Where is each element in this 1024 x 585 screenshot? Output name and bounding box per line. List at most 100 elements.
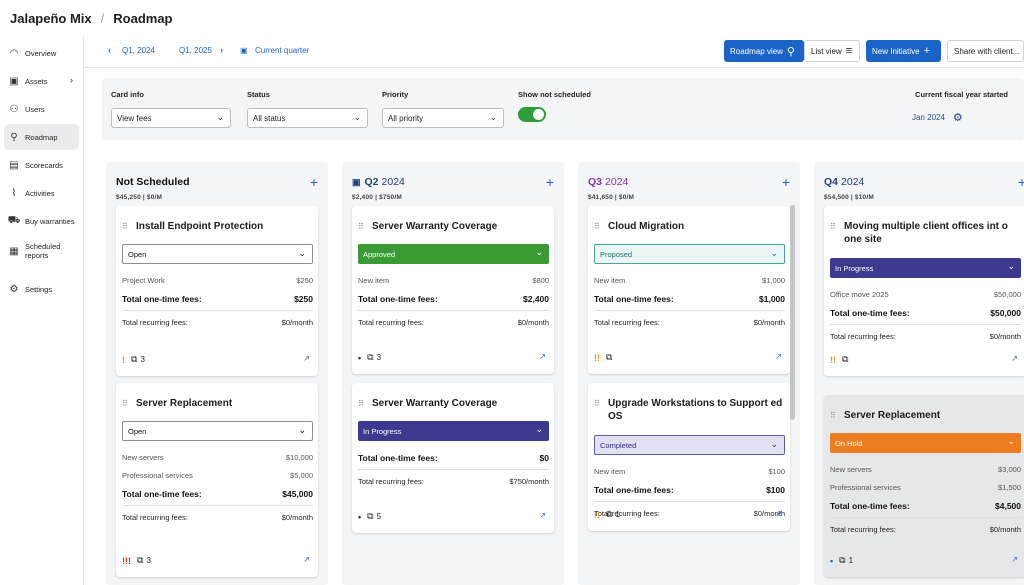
card-title[interactable]: Moving multiple client offices int o one… bbox=[844, 221, 1008, 245]
status-value: Proposed bbox=[600, 249, 633, 259]
drag-handle-icon[interactable]: ⠿ bbox=[830, 411, 836, 420]
fiscal-year-label: Current fiscal year started bbox=[915, 90, 1008, 99]
chevron-left-icon[interactable]: ‹ bbox=[108, 45, 111, 55]
total-recurring-fees: Total recurring fees: $0/month bbox=[122, 513, 313, 522]
external-link-icon[interactable]: ↗ bbox=[1011, 555, 1018, 564]
sidebar-item-users[interactable]: ⚇ Users bbox=[4, 96, 79, 122]
share-with-client-button[interactable]: Share with client... bbox=[947, 40, 1024, 62]
status-select[interactable]: Proposed ⌄ bbox=[594, 244, 785, 264]
sidebar-item-roadmap[interactable]: ⚲ Roadmap bbox=[4, 124, 79, 150]
total-value: $250 bbox=[294, 294, 313, 304]
current-quarter-button[interactable]: Current quarter bbox=[255, 46, 310, 55]
initiative-card[interactable]: ⠿ Upgrade Workstations to Support ed OS Co… bbox=[588, 383, 790, 531]
drag-handle-icon[interactable]: ⠿ bbox=[358, 399, 364, 408]
status-select[interactable]: In Progress ⌄ bbox=[830, 258, 1021, 278]
drag-handle-icon[interactable]: ⠿ bbox=[358, 222, 364, 231]
card-footer: !!! ⧉ 3 bbox=[122, 555, 151, 566]
column-year: 2024 bbox=[605, 176, 629, 188]
priority-filter-select[interactable]: All priority ⌄ bbox=[382, 108, 504, 128]
recurring-label: Total recurring fees: bbox=[594, 509, 660, 518]
status-filter-select[interactable]: All status ⌄ bbox=[247, 108, 368, 128]
gear-icon[interactable]: ⚙ bbox=[952, 112, 963, 124]
ticket-count: 3 bbox=[140, 355, 145, 364]
sidebar-item-label: Users bbox=[25, 104, 45, 114]
add-card-button[interactable]: + bbox=[1017, 174, 1024, 190]
status-select[interactable]: Open ⌄ bbox=[122, 244, 313, 264]
card-footer: • ⧉ 3 bbox=[358, 352, 381, 363]
sidebar-item-overview[interactable]: ◠ Overview bbox=[4, 40, 79, 66]
card-title[interactable]: Server Warranty Coverage bbox=[372, 221, 498, 232]
divider bbox=[122, 310, 313, 311]
drag-handle-icon[interactable]: ⠿ bbox=[594, 222, 600, 231]
external-link-icon[interactable]: ↗ bbox=[539, 352, 546, 361]
fee-item: New item $800 bbox=[358, 276, 549, 285]
sidebar-item-settings[interactable]: ⚙ Settings bbox=[4, 276, 79, 302]
external-link-icon[interactable]: ↗ bbox=[303, 555, 310, 564]
sidebar-item-buy-warranties[interactable]: ⛟ Buy warranties bbox=[4, 208, 79, 234]
status-select[interactable]: In Progress ⌄ bbox=[358, 421, 549, 441]
column-summary: $41,650 | $0/M bbox=[588, 194, 635, 201]
total-one-time-fees: Total one-time fees: $4,500 bbox=[830, 501, 1021, 511]
chevron-right-icon[interactable]: › bbox=[220, 45, 223, 55]
card-title[interactable]: Cloud Migration bbox=[608, 221, 685, 232]
roadmap-view-button[interactable]: Roadmap view ⚲ bbox=[724, 40, 804, 62]
external-link-icon[interactable]: ↗ bbox=[539, 511, 546, 520]
card-title[interactable]: Upgrade Workstations to Support ed OS bbox=[608, 398, 783, 422]
roadmap-column: ▣ Q2 2024 $2,400 | $750/M + ⠿ Server Warranty … bbox=[342, 162, 564, 585]
column-summary: $54,500 | $10/M bbox=[824, 194, 874, 201]
list-view-button[interactable]: List view ≡ bbox=[804, 40, 860, 62]
status-value: On Hold bbox=[835, 438, 863, 448]
roadmap-icon: ⚲ bbox=[786, 45, 795, 58]
drag-handle-icon[interactable]: ⠿ bbox=[122, 399, 128, 408]
external-link-icon[interactable]: ↗ bbox=[303, 354, 310, 363]
roadmap-view-label: Roadmap view bbox=[730, 46, 783, 56]
initiative-card[interactable]: ⠿ Moving multiple client offices int o on… bbox=[824, 206, 1024, 376]
initiative-card[interactable]: ⠿ Server Warranty Coverage In Progress ⌄ Tot… bbox=[352, 383, 554, 533]
total-label: Total one-time fees: bbox=[594, 294, 674, 304]
sidebar-item-assets[interactable]: ▣ Assets › bbox=[4, 68, 79, 94]
fee-item-amount: $1,500 bbox=[998, 483, 1021, 492]
fee-item: Project Work $250 bbox=[122, 276, 313, 285]
chevron-down-icon: ⌄ bbox=[489, 112, 497, 122]
column-year: 2024 bbox=[381, 176, 405, 188]
status-select[interactable]: Approved ⌄ bbox=[358, 244, 549, 264]
column-summary: $45,250 | $0/M bbox=[116, 194, 163, 201]
initiative-card[interactable]: ⠿ Cloud Migration Proposed ⌄ New item $1,000 T… bbox=[588, 206, 790, 374]
card-info-select[interactable]: View fees ⌄ bbox=[111, 108, 231, 128]
add-card-button[interactable]: + bbox=[781, 174, 790, 190]
sidebar-item-label: Activities bbox=[25, 188, 55, 198]
sidebar-item-scorecards[interactable]: ▤ Scorecards bbox=[4, 152, 79, 178]
ticket-count: 1 bbox=[615, 510, 620, 519]
drag-handle-icon[interactable]: ⠿ bbox=[594, 399, 600, 408]
card-title[interactable]: Server Replacement bbox=[844, 410, 941, 421]
status-select[interactable]: Completed ⌄ bbox=[594, 435, 785, 455]
show-not-scheduled-toggle[interactable] bbox=[518, 107, 546, 122]
external-link-icon[interactable]: ↗ bbox=[775, 509, 782, 518]
fiscal-year-value[interactable]: Jan 2024 ⚙ bbox=[912, 111, 963, 124]
initiative-card[interactable]: ⠿ Server Warranty Coverage Approved ⌄ New it… bbox=[352, 206, 554, 374]
sidebar-item-activities[interactable]: ⌇ Activities bbox=[4, 180, 79, 206]
status-select[interactable]: Open ⌄ bbox=[122, 421, 313, 441]
org-name[interactable]: Jalapeño Mix bbox=[10, 10, 92, 26]
initiative-card[interactable]: ⠿ Server Replacement Open ⌄ New servers $10,0… bbox=[116, 383, 318, 577]
external-link-icon[interactable]: ↗ bbox=[775, 352, 782, 361]
column-scrollbar[interactable] bbox=[790, 205, 795, 420]
new-initiative-button[interactable]: New Initiative + bbox=[866, 40, 941, 62]
range-start[interactable]: Q1, 2024 bbox=[122, 46, 155, 55]
total-one-time-fees: Total one-time fees: $45,000 bbox=[122, 489, 313, 499]
drag-handle-icon[interactable]: ⠿ bbox=[830, 222, 836, 231]
external-link-icon[interactable]: ↗ bbox=[1011, 354, 1018, 363]
card-title[interactable]: Install Endpoint Protection bbox=[136, 221, 264, 232]
initiative-card[interactable]: ⠿ Install Endpoint Protection Open ⌄ Project… bbox=[116, 206, 318, 376]
card-title[interactable]: Server Replacement bbox=[136, 398, 233, 409]
drag-handle-icon[interactable]: ⠿ bbox=[122, 222, 128, 231]
status-select[interactable]: On Hold ⌄ bbox=[830, 433, 1021, 453]
add-card-button[interactable]: + bbox=[545, 174, 554, 190]
range-end[interactable]: Q1, 2025 bbox=[179, 46, 212, 55]
cart-icon: ⛟ bbox=[7, 214, 21, 226]
sidebar-item-scheduled-reports[interactable]: ▦ Scheduled reports bbox=[4, 236, 79, 266]
initiative-card[interactable]: ⠿ Server Replacement On Hold ⌄ New servers $3… bbox=[824, 395, 1024, 577]
card-title[interactable]: Server Warranty Coverage bbox=[372, 398, 498, 409]
fee-item-name: Office move 2025 bbox=[830, 290, 889, 299]
add-card-button[interactable]: + bbox=[309, 174, 318, 190]
